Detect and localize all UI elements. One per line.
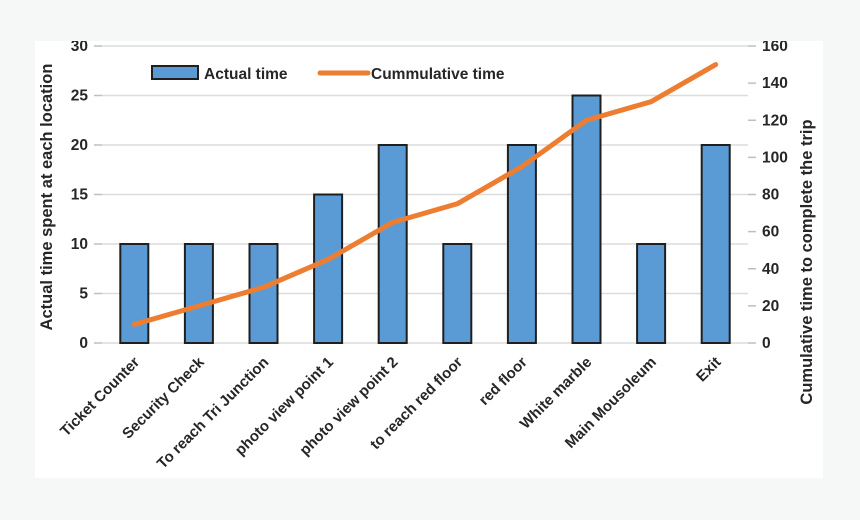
right-axis-tick-label: 40 [762, 261, 779, 278]
right-axis-tick-label: 60 [762, 224, 779, 241]
bar-6 [506, 144, 537, 344]
bar-0 [119, 243, 150, 344]
right-axis-tick-label: 80 [762, 187, 779, 204]
cumulative-line [131, 62, 719, 327]
category-label-2: To reach Tri Junction [154, 354, 273, 473]
left-axis-tick-label: 20 [71, 137, 88, 154]
legend-label-actual-time: Actual time [204, 66, 288, 83]
chart-panel: 0 5 10 15 20 25 30 0 20 40 60 80 100 120 140 160 Ticket … [35, 41, 823, 478]
left-axis-tick-label: 30 [71, 41, 88, 55]
left-axis-tick-label: 15 [71, 187, 89, 204]
left-axis-tick-label: 5 [79, 286, 88, 303]
bar-9 [700, 144, 731, 344]
category-label-6: red floor [476, 354, 531, 409]
bar-4 [377, 144, 408, 344]
category-label-9: Exit [693, 354, 724, 385]
legend-bar-swatch [151, 65, 199, 80]
right-axis-tick-label: 0 [762, 335, 771, 352]
right-axis-title: Cumulative time to complete the trip [798, 119, 816, 404]
right-axis-tick-label: 20 [762, 298, 779, 315]
left-axis-tick-label: 10 [71, 236, 88, 253]
bar-7 [571, 94, 602, 344]
right-axis-tick-label: 100 [762, 149, 788, 166]
left-axis-tick-label: 0 [79, 335, 88, 352]
bar-8 [636, 243, 667, 344]
bar-3 [313, 193, 344, 344]
combo-chart: 051015202530020406080100120140160Ticket … [38, 41, 816, 473]
right-axis-tick-label: 160 [762, 41, 788, 55]
bar-5 [442, 243, 473, 344]
bar-1 [183, 243, 214, 344]
right-axis-tick-label: 140 [762, 75, 788, 92]
left-axis-title: Actual time spent at each location [38, 64, 56, 331]
left-axis-tick-label: 25 [71, 88, 89, 105]
bar-2 [248, 243, 279, 344]
legend-label-cummulative-time: Cummulative time [371, 66, 505, 83]
right-axis-tick-label: 120 [762, 112, 788, 129]
